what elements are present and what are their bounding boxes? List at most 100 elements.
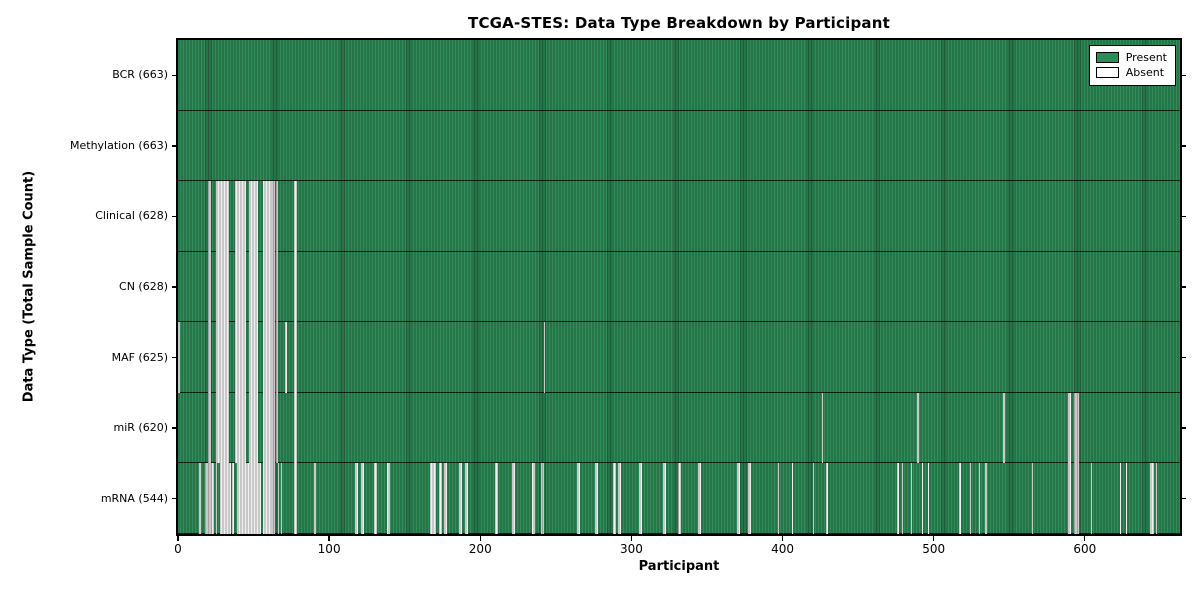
absent-stripe (294, 392, 298, 464)
absent-stripe (1068, 463, 1072, 534)
legend-entry-absent: Absent (1095, 66, 1167, 79)
xtick-mark (781, 536, 784, 541)
absent-stripe (276, 322, 278, 393)
absent-stripe (294, 322, 298, 393)
absent-stripe (927, 463, 930, 534)
xtick-label-200: 200 (468, 542, 492, 556)
absent-stripe (1119, 463, 1122, 534)
absent-stripe (917, 392, 919, 464)
absent-stripe (294, 463, 298, 534)
absent-stripe (208, 181, 212, 252)
absent-stripe (215, 181, 230, 252)
xtick-mark (177, 536, 179, 541)
absent-stripe (386, 463, 390, 534)
ytick-mark-right (1181, 215, 1186, 218)
ytick-mark (172, 427, 177, 429)
ytick-label-maf: MAF (625) (111, 350, 168, 364)
absent-stripe (360, 463, 364, 534)
ytick-label-mrna: mRNA (544) (100, 491, 168, 505)
absent-stripe (236, 463, 262, 534)
absent-stripe (543, 322, 546, 393)
ytick-mark-right (1181, 427, 1186, 429)
absent-stripe (540, 463, 544, 534)
absent-stripe (262, 392, 275, 464)
absent-stripe (262, 181, 275, 252)
absent-stripe (465, 463, 469, 534)
legend-entry-present: Present (1095, 51, 1167, 64)
absent-stripe (262, 463, 275, 534)
absent-stripe (443, 463, 447, 534)
absent-stripe (208, 322, 212, 393)
absent-stripe (262, 322, 275, 393)
heatmap-row-cn (178, 251, 1180, 323)
ytick-label-cn: CN (628) (119, 280, 168, 293)
absent-stripe (969, 463, 972, 534)
absent-stripe (897, 463, 899, 534)
absent-stripe (495, 463, 499, 534)
absent-stripe (747, 463, 751, 534)
heatmap-row-clinical (178, 181, 1180, 252)
absent-stripe (294, 251, 298, 323)
absent-stripe (737, 463, 741, 534)
absent-stripe (249, 181, 259, 252)
absent-stripe (215, 392, 230, 464)
ytick-label-methylation: Methylation (663) (70, 138, 168, 152)
ytick-mark-right (1181, 286, 1186, 288)
absent-stripe (1090, 463, 1093, 534)
x-axis-label: Participant (638, 559, 720, 574)
ytick-label-bcr: BCR (663) (112, 68, 168, 82)
xtick-mark (932, 536, 935, 541)
absent-stripe (215, 322, 230, 393)
ytick-mark (172, 286, 177, 288)
ytick-mark (172, 74, 177, 76)
absent-stripe (1074, 392, 1079, 464)
absent-stripe (262, 251, 275, 323)
absent-stripe (1031, 463, 1034, 534)
heatmap-cells (178, 40, 1180, 534)
xtick-label-600: 600 (1073, 542, 1097, 556)
absent-stripe (1149, 463, 1155, 534)
chart-title: TCGA-STES: Data Type Breakdown by Partic… (468, 14, 890, 32)
absent-stripe (663, 463, 667, 534)
absent-stripe (439, 463, 443, 534)
absent-stripe (697, 463, 701, 534)
absent-stripe (921, 463, 924, 534)
absent-stripe (232, 463, 234, 534)
legend-swatch-absent (1095, 67, 1119, 78)
legend-label: Absent (1125, 66, 1165, 79)
absent-stripe (959, 463, 961, 534)
absent-stripe (205, 463, 215, 534)
absent-stripe (1003, 392, 1005, 464)
heatmap-row-maf (178, 322, 1180, 393)
absent-stripe (294, 181, 298, 252)
ytick-mark-right (1181, 498, 1186, 500)
absent-stripe (812, 463, 815, 534)
absent-stripe (1074, 463, 1079, 534)
absent-stripe (821, 392, 824, 464)
absent-stripe (276, 181, 278, 252)
absent-stripe (613, 463, 617, 534)
absent-stripe (638, 463, 642, 534)
absent-stripe (374, 463, 378, 534)
absent-stripe (314, 463, 316, 534)
absent-stripe (208, 392, 212, 464)
xtick-label-500: 500 (922, 542, 946, 556)
absent-stripe (617, 463, 621, 534)
absent-stripe (791, 463, 794, 534)
xtick-label-400: 400 (771, 542, 794, 556)
xtick-label-100: 100 (317, 542, 341, 556)
ytick-mark (172, 215, 177, 218)
absent-stripe (277, 463, 280, 534)
xtick-mark (328, 536, 330, 541)
absent-stripe (199, 463, 201, 534)
legend: Present Absent (1088, 45, 1176, 86)
heatmap-row-mir (178, 392, 1180, 464)
ytick-mark-right (1181, 74, 1186, 76)
y-axis-label: Data Type (Total Sample Count) (21, 170, 37, 403)
absent-stripe (826, 463, 828, 534)
xtick-label-0: 0 (174, 542, 182, 556)
absent-stripe (430, 463, 437, 534)
plot-area: Present Absent (176, 38, 1182, 536)
ytick-label-mir: miR (620) (113, 421, 169, 435)
